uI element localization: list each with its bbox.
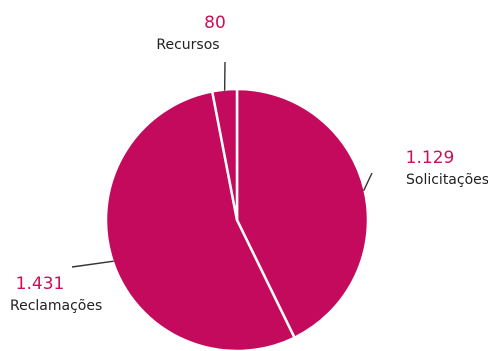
solicitacoes-label: Solicitações [406, 172, 488, 188]
pie-slices [106, 89, 368, 351]
leader-line-2 [72, 261, 114, 267]
reclamacoes-value: 1.431 [16, 274, 65, 294]
leader-line-1 [364, 173, 372, 191]
recursos-label: Recursos [156, 37, 219, 53]
solicitacoes-value: 1.129 [406, 148, 455, 168]
reclamacoes-label: Reclamações [10, 298, 102, 314]
recursos-value: 80 [204, 13, 226, 33]
